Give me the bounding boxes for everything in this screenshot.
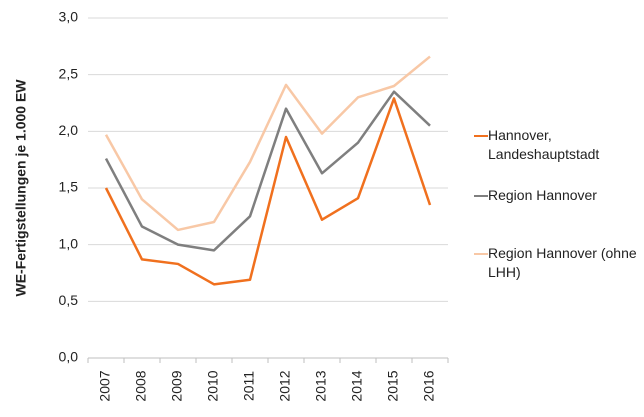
x-tick-label: 2012 [277,370,293,401]
x-tick-label: 2014 [349,370,365,401]
y-axis-label: WE-Fertigstellungen je 1.000 EW [13,79,29,297]
series-line [104,90,431,252]
legend-swatch [474,135,488,137]
x-tick-label: 2013 [313,370,329,401]
x-tick-label: 2015 [385,370,401,401]
x-tick-label: 2016 [421,370,437,401]
legend-swatch [474,253,488,255]
legend-entry: Hannover, Landeshauptstadt [474,126,644,164]
legend-label: Region Hannover (ohne LHH) [488,245,637,280]
y-tick-label: 1,5 [59,179,79,195]
series-line [104,55,431,232]
y-tick-label: 0,0 [59,349,79,365]
x-tick-label: 2009 [169,370,185,401]
legend-swatch [474,195,488,197]
legend-label: Hannover, Landeshauptstadt [488,127,600,162]
series-line [104,97,432,286]
y-tick-label: 2,0 [59,122,79,138]
legend-entry: Region Hannover [474,186,644,205]
y-tick-label: 1,0 [59,235,79,251]
x-tick-label: 2010 [205,370,221,401]
legend-label: Region Hannover [488,187,597,203]
x-tick-label: 2011 [241,371,257,401]
legend-entry: Region Hannover (ohne LHH) [474,244,644,282]
x-tick-label: 2007 [97,370,113,401]
y-tick-label: 2,5 [59,65,79,81]
x-tick-label: 2008 [133,370,149,401]
y-tick-label: 3,0 [59,9,79,25]
y-tick-label: 0,5 [59,292,79,308]
